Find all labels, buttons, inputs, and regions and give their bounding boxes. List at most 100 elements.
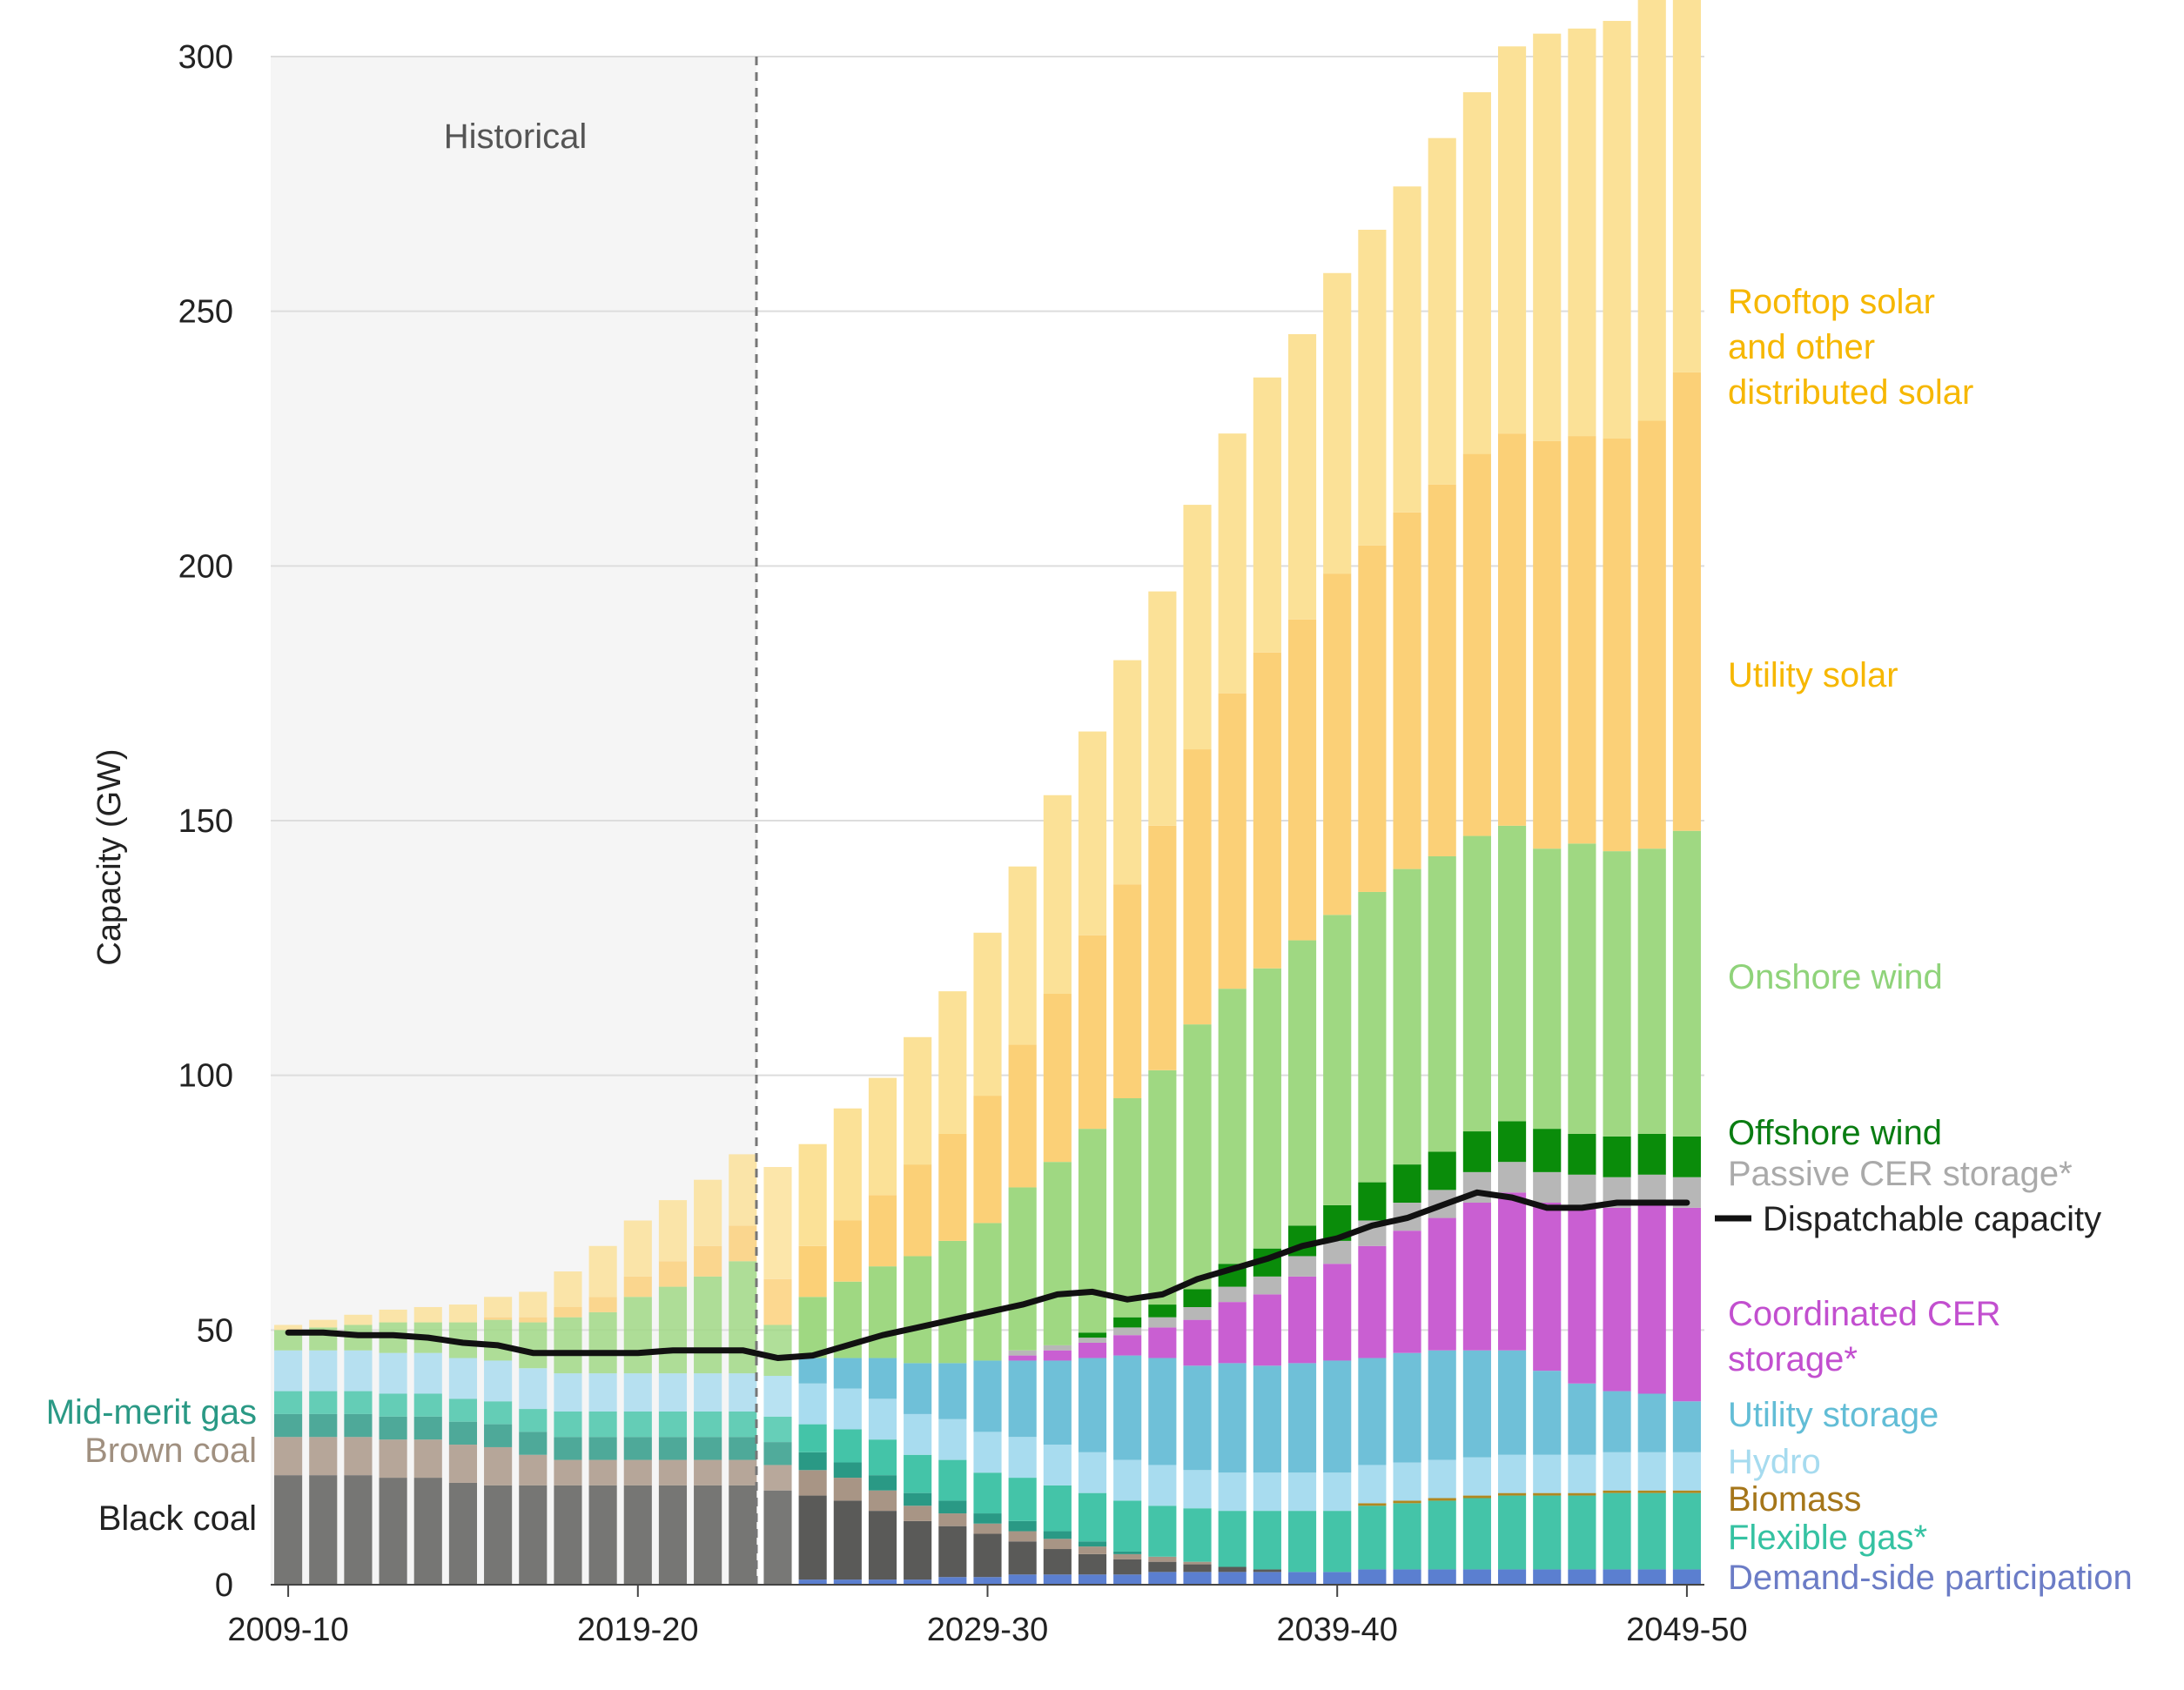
bar-segment-onshore-wind [1253,968,1281,1249]
bar-segment-demand-side-participation [1428,1569,1456,1585]
bar-segment-rooftop-solar-and-other-distributed-solar [309,1319,338,1328]
bar-segment-utility-solar [1113,884,1142,1099]
bar-segment-rooftop-solar-and-other-distributed-solar [623,1220,652,1277]
bar-segment-coordinated-cer-storage [1497,1192,1527,1351]
bar-segment-utility-solar [1253,652,1281,969]
bar-segment-offshore-wind [1148,1304,1177,1318]
bar-segment-utility-solar [868,1195,897,1267]
bar-segment-flexible-gas [1462,1498,1491,1570]
label-onshore-wind: Onshore wind [1728,958,1943,996]
bar-segment-flexible-gas [938,1459,967,1501]
bar-segment-flexible-gas [344,1391,373,1414]
label-utility-solar: Utility solar [1728,656,1898,694]
bar-segment-rooftop-solar-and-other-distributed-solar [904,1036,932,1165]
bar-segment-utility-storage [1393,1352,1421,1463]
bar-segment-utility-solar [588,1297,617,1312]
bar-segment-rooftop-solar-and-other-distributed-solar [1113,660,1142,885]
bar-segment-passive-cer-storage [1218,1286,1247,1303]
y-tick-label: 50 [197,1312,233,1349]
bar-segment-flexible-gas [1568,1495,1596,1570]
bar-segment-flexible-gas [1497,1495,1527,1570]
bar-segment-offshore-wind [1568,1133,1596,1175]
bar-segment-flexible-gas [694,1411,722,1438]
bar-segment-onshore-wind [763,1325,792,1377]
bar-segment-brown-coal [868,1490,897,1512]
bar-segment-hydro [344,1350,373,1392]
bar-segment-mid-merit-gas [833,1462,862,1479]
bar-segment-rooftop-solar-and-other-distributed-solar [973,932,1002,1096]
bar-segment-black-coal [274,1475,303,1585]
label-rooftop-solar-and-other-distributed-solar: and other [1728,328,1875,366]
bar-segment-demand-side-participation [938,1577,967,1585]
bar-segment-brown-coal [519,1454,548,1485]
bar-segment-rooftop-solar-and-other-distributed-solar [1043,795,1072,995]
bar-segment-demand-side-participation [1253,1572,1281,1585]
bar-segment-rooftop-solar-and-other-distributed-solar [1428,137,1456,485]
bar-segment-utility-storage [1183,1365,1212,1471]
bar-segment-rooftop-solar-and-other-distributed-solar [1533,33,1562,441]
bar-segment-onshore-wind [1218,989,1247,1264]
bar-segment-brown-coal [694,1459,722,1485]
bar-segment-utility-solar [1008,1044,1037,1188]
bar-segment-onshore-wind [904,1256,932,1364]
bar-segment-hydro [1358,1465,1387,1504]
bar-segment-onshore-wind [729,1261,757,1374]
bar-segment-flexible-gas [1533,1495,1562,1570]
bar-segment-coordinated-cer-storage [1428,1217,1456,1351]
bar-segment-black-coal [833,1500,862,1580]
bar-segment-black-coal [623,1485,652,1585]
bar-segment-black-coal [554,1485,582,1585]
series-labels-right: Rooftop solar and other distributed solar U… [1715,283,2133,1597]
bar-segment-demand-side-participation [1393,1569,1421,1585]
bar-segment-offshore-wind [1393,1164,1421,1203]
bar-segment-black-coal [1253,1569,1281,1573]
bar-segment-black-coal [658,1485,688,1585]
bar-segment-onshore-wind [484,1319,513,1361]
bar-segment-utility-storage [1497,1350,1527,1455]
bar-segment-mid-merit-gas [973,1513,1002,1524]
bar-segment-demand-side-participation [1323,1572,1352,1585]
bar-segment-hydro [694,1373,722,1412]
bar-segment-mid-merit-gas [1043,1531,1072,1539]
bar-segment-brown-coal [798,1470,827,1496]
bar-segment-hydro [623,1373,652,1412]
bar-segment-utility-storage [1568,1383,1596,1455]
y-axis-title: Capacity (GW) [91,748,128,965]
bar-segment-flexible-gas [1603,1492,1631,1570]
bar-segment-utility-storage [1148,1358,1177,1465]
bar-segment-onshore-wind [623,1297,652,1374]
bar-segment-utility-solar [763,1278,792,1325]
bar-segment-demand-side-participation [1462,1569,1491,1585]
bar-segment-hydro [1008,1437,1037,1479]
bar-segment-black-coal [763,1490,792,1585]
bar-segment-demand-side-participation [904,1579,932,1585]
bar-segment-hydro [1637,1452,1666,1491]
bar-segment-passive-cer-storage [1043,1345,1072,1351]
bar-segment-hydro [763,1376,792,1417]
x-tick-label: 2039-40 [1276,1612,1397,1648]
bar-segment-demand-side-participation [973,1577,1002,1585]
bar-segment-hydro [1393,1462,1421,1501]
bar-segment-rooftop-solar-and-other-distributed-solar [344,1314,373,1325]
bar-segment-utility-storage [1428,1350,1456,1460]
bar-segment-onshore-wind [1603,851,1631,1137]
bar-segment-offshore-wind [1183,1289,1212,1307]
bar-segment-coordinated-cer-storage [1183,1319,1212,1366]
bar-segment-biomass [1428,1498,1456,1501]
bar-segment-utility-solar [1672,372,1701,831]
bar-segment-hydro [1253,1472,1281,1512]
label-hydro: Hydro [1728,1443,1821,1481]
bar-segment-hydro [1323,1472,1352,1512]
bar-segment-brown-coal [554,1459,582,1485]
bar-segment-passive-cer-storage [1287,1256,1317,1277]
bar-segment-hydro [554,1373,582,1412]
bar-segment-offshore-wind [1358,1182,1387,1221]
bar-segment-utility-solar [1533,440,1562,849]
bar-segment-utility-solar [694,1245,722,1277]
bar-segment-hydro [274,1350,303,1392]
bar-segment-utility-storage [1462,1350,1491,1458]
bar-segment-coordinated-cer-storage [1568,1204,1596,1384]
bar-segment-utility-storage [1533,1371,1562,1455]
